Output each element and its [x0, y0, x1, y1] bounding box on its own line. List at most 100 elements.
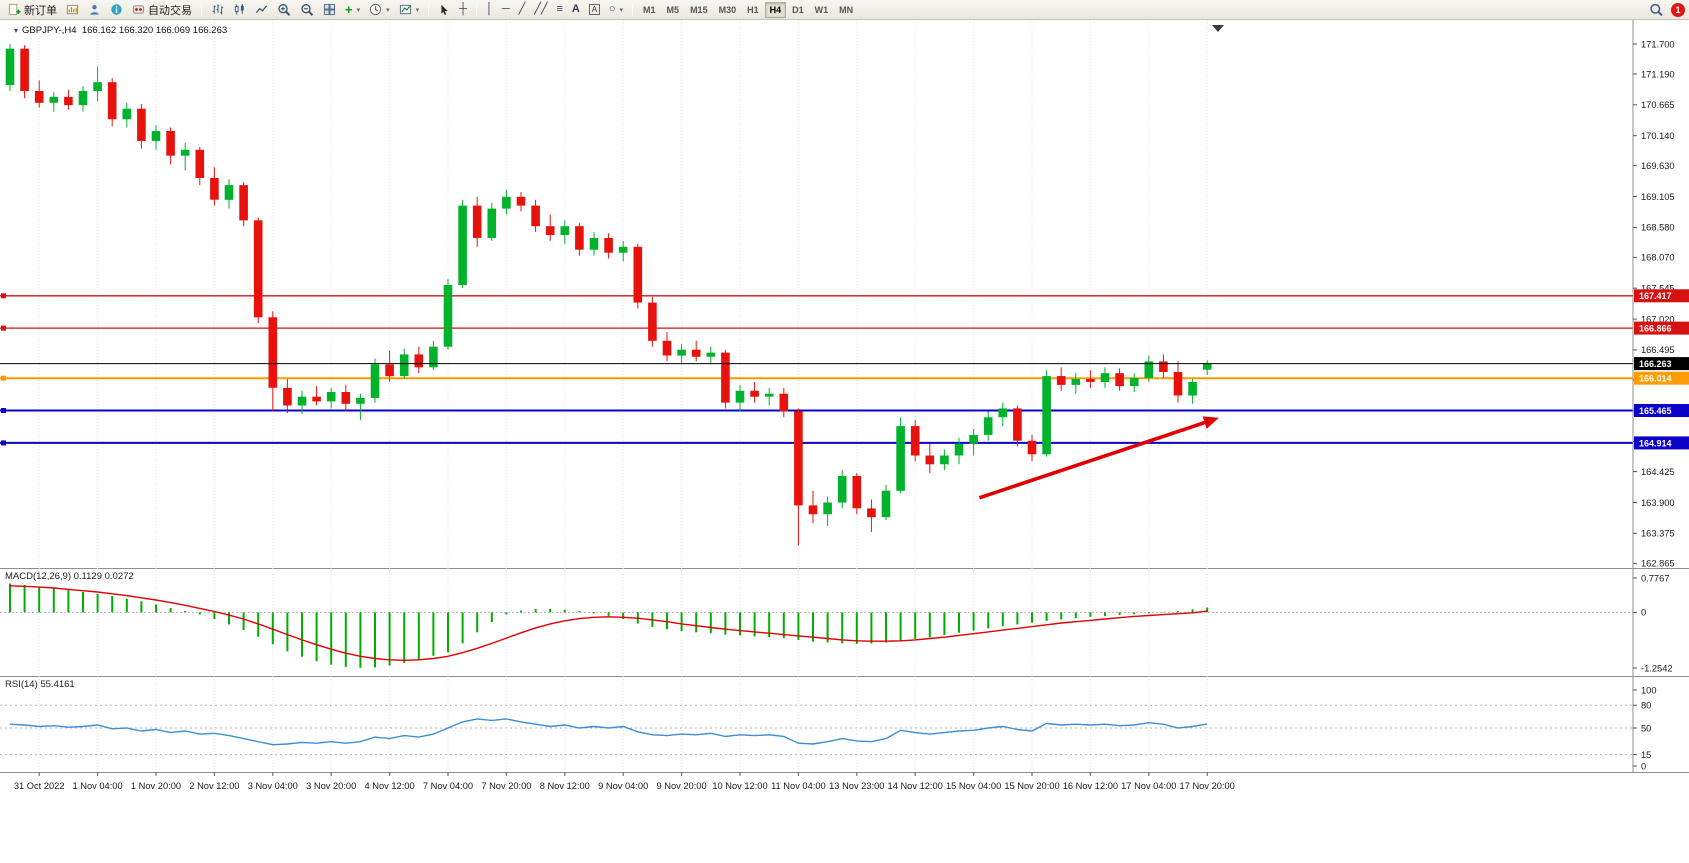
toolbar-separator: [475, 3, 477, 16]
channel-icon: ╱╱: [534, 3, 548, 15]
cursor-button[interactable]: [434, 1, 454, 18]
charts-window-button[interactable]: [62, 1, 83, 18]
auto-trading-icon: [132, 5, 145, 14]
fibonacci-button[interactable]: ≡: [552, 1, 566, 18]
svg-text:168.580: 168.580: [1641, 223, 1675, 233]
macd-panel[interactable]: 0.7767 0 -1.2542: [0, 568, 1689, 676]
notification-badge[interactable]: 1: [1671, 2, 1685, 17]
timeframe-w1[interactable]: W1: [810, 2, 834, 18]
zoom-out-button[interactable]: [296, 1, 318, 18]
svg-text:50: 50: [1641, 723, 1651, 733]
trendline-button[interactable]: ╱: [515, 1, 530, 18]
price-axis[interactable]: [1633, 20, 1689, 772]
shapes-icon: ○: [608, 3, 616, 15]
text-label-icon: A: [588, 4, 600, 15]
indicators-plus-icon: +: [345, 2, 353, 17]
svg-text:2 Nov 12:00: 2 Nov 12:00: [189, 781, 239, 791]
svg-text:0.7767: 0.7767: [1641, 573, 1669, 583]
chevron-down-icon: ▾: [415, 6, 420, 14]
svg-text:166.263: 166.263: [1639, 359, 1672, 369]
macd-label: MACD(12,26,9) 0.1129 0.0272: [5, 571, 134, 582]
trendline-icon: ╱: [518, 3, 526, 15]
symbol-text: GBPJPY-,H4: [22, 25, 77, 36]
new-order-icon: [8, 3, 21, 16]
svg-text:9 Nov 20:00: 9 Nov 20:00: [657, 781, 707, 791]
price-tag: 165.465: [1634, 404, 1689, 417]
svg-text:169.630: 169.630: [1641, 161, 1675, 171]
timeframe-h1[interactable]: H1: [742, 2, 764, 18]
svg-text:0: 0: [1641, 608, 1646, 618]
vertical-line-button[interactable]: │: [482, 1, 497, 18]
chevron-down-icon: ▾: [386, 6, 390, 14]
svg-text:167.417: 167.417: [1639, 291, 1672, 301]
timeframe-m5[interactable]: M5: [662, 2, 685, 18]
svg-text:1 Nov 20:00: 1 Nov 20:00: [131, 781, 181, 791]
chart-shift-marker: [1212, 25, 1224, 32]
svg-text:9 Nov 04:00: 9 Nov 04:00: [598, 781, 648, 791]
timeframe-h4[interactable]: H4: [764, 1, 787, 18]
svg-text:171.700: 171.700: [1641, 39, 1675, 49]
text-tool-icon: A: [571, 3, 580, 15]
price-tag: 167.417: [1634, 289, 1689, 303]
profiles-button[interactable]: [84, 1, 105, 18]
svg-text:-1.2542: -1.2542: [1641, 663, 1673, 673]
svg-text:167.545: 167.545: [1641, 284, 1675, 294]
timeframe-m30[interactable]: M30: [714, 2, 742, 18]
svg-text:162.865: 162.865: [1641, 559, 1675, 568]
price-tag: 166.866: [1634, 321, 1689, 335]
timeframe-mn[interactable]: MN: [834, 2, 858, 18]
charts-window-icon: [66, 4, 79, 15]
data-window-button[interactable]: [106, 1, 127, 18]
channel-button[interactable]: ╱╱: [530, 1, 551, 18]
chevron-down-icon: ▾: [356, 6, 361, 14]
search-button[interactable]: [1645, 1, 1667, 18]
svg-text:14 Nov 12:00: 14 Nov 12:00: [888, 781, 943, 791]
bar-chart-button[interactable]: [207, 1, 228, 18]
auto-trading-label: 自动交易: [148, 4, 192, 17]
svg-text:170.665: 170.665: [1641, 100, 1675, 110]
text-tool-button[interactable]: A: [568, 1, 584, 18]
tile-windows-button[interactable]: [319, 1, 340, 18]
svg-text:3 Nov 20:00: 3 Nov 20:00: [306, 781, 356, 791]
svg-text:15 Nov 20:00: 15 Nov 20:00: [1004, 781, 1059, 791]
timeframe-m1[interactable]: M1: [638, 2, 661, 18]
indicators-button[interactable]: + ▾: [341, 1, 364, 18]
crosshair-button[interactable]: ┼: [455, 1, 471, 18]
svg-text:100: 100: [1641, 685, 1657, 695]
main-chart-surface[interactable]: 171.700 171.190 170.665 170.140 169.630 169.1…: [0, 20, 1689, 568]
text-label-button[interactable]: A: [585, 1, 604, 18]
symbol-label[interactable]: ▾ GBPJPY-,H4 166.162 166.320 166.069 166.…: [14, 25, 227, 36]
horizontal-line-button[interactable]: ─: [498, 1, 514, 18]
new-order-label: 新订单: [24, 4, 57, 17]
zoom-in-button[interactable]: [273, 1, 295, 18]
annotation-arrow: [978, 420, 1206, 500]
rsi-panel[interactable]: 100 80 50 150: [0, 676, 1689, 772]
svg-text:4 Nov 12:00: 4 Nov 12:00: [365, 781, 415, 791]
toolbar-separator: [201, 3, 202, 16]
zoom-in-icon: [278, 3, 291, 16]
svg-text:31 Oct 2022: 31 Oct 2022: [14, 781, 65, 791]
new-order-button[interactable]: 新订单: [4, 1, 61, 18]
periods-button[interactable]: ▾: [365, 1, 394, 18]
shapes-button[interactable]: ○ ▾: [605, 1, 627, 18]
svg-text:10 Nov 12:00: 10 Nov 12:00: [712, 781, 767, 791]
annotation-arrow-head: [1202, 416, 1219, 429]
auto-trading-button[interactable]: 自动交易: [128, 1, 196, 18]
one-click-collapse-icon[interactable]: ▾: [14, 26, 19, 35]
candlestick-chart-button[interactable]: [229, 1, 250, 18]
line-chart-button[interactable]: [251, 1, 272, 18]
svg-text:163.900: 163.900: [1641, 498, 1675, 508]
timeframe-d1[interactable]: D1: [787, 2, 809, 18]
bar-chart-icon: [212, 4, 224, 15]
svg-text:166.014: 166.014: [1639, 374, 1672, 384]
clock-icon: [370, 3, 382, 16]
svg-text:171.190: 171.190: [1641, 69, 1675, 79]
fibonacci-icon: ≡: [556, 3, 563, 15]
timeframe-m15[interactable]: M15: [685, 2, 713, 18]
vertical-line-icon: │: [485, 3, 493, 15]
profiles-icon: [90, 4, 99, 15]
svg-text:17 Nov 04:00: 17 Nov 04:00: [1121, 781, 1176, 791]
templates-button[interactable]: ▾: [395, 1, 424, 18]
time-axis[interactable]: 31 Oct 2022 1 Nov 04:00 1 Nov 20:00 2 Nov 1…: [0, 772, 1689, 802]
